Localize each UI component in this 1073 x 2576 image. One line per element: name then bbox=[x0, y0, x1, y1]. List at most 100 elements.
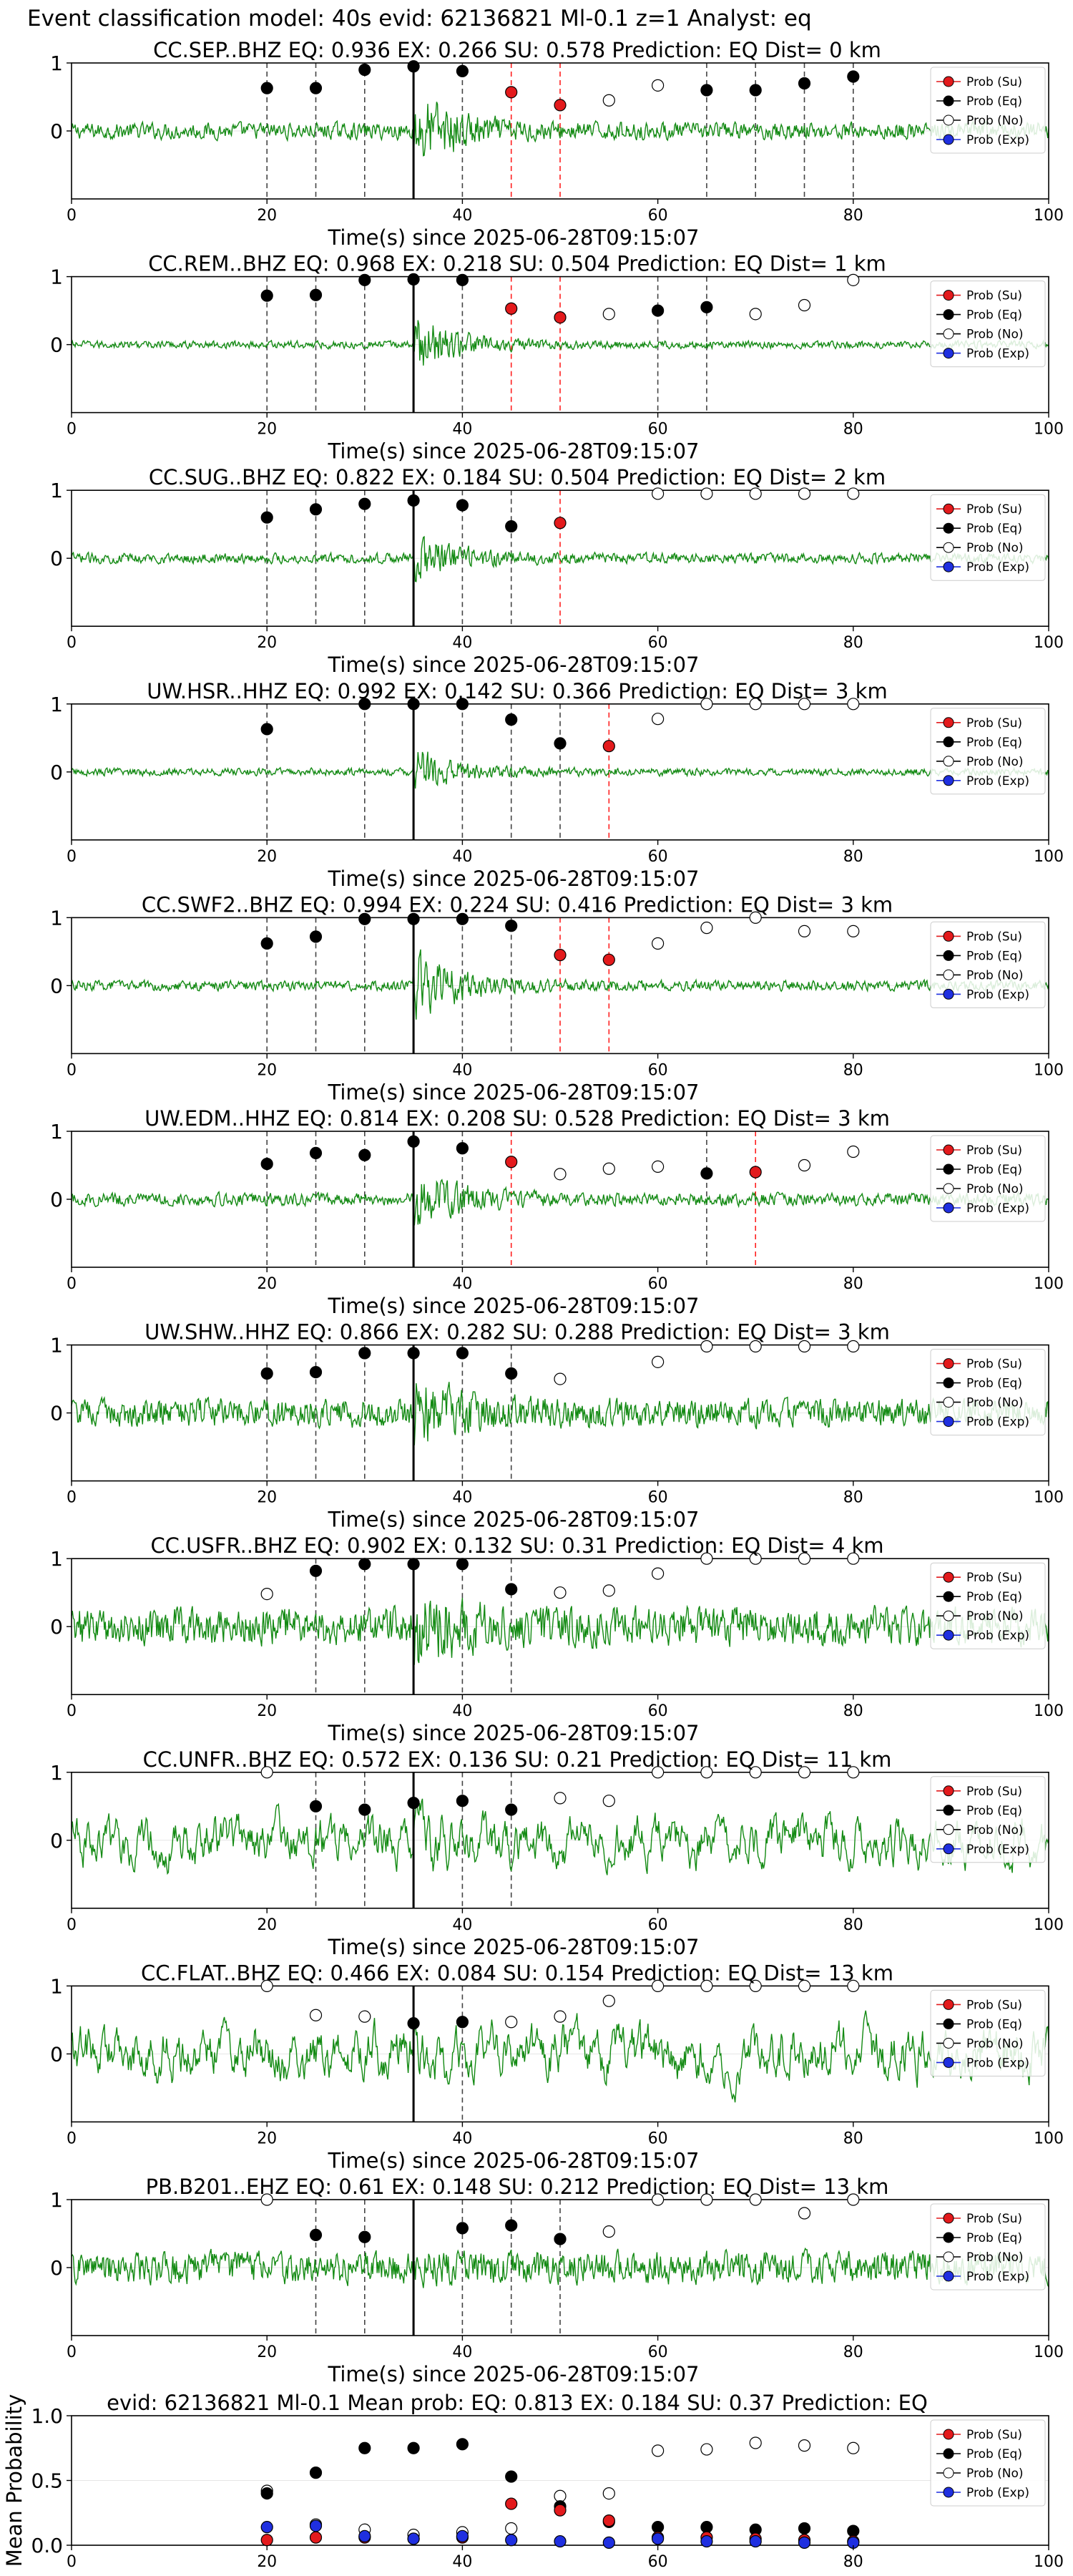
legend-label: Prob (Exp) bbox=[966, 1629, 1029, 1643]
x-axis-label: Time(s) since 2025-06-28T09:15:07 bbox=[328, 2148, 700, 2172]
legend-label: Prob (No) bbox=[966, 1609, 1024, 1624]
y-tick-label: 1 bbox=[50, 479, 63, 502]
y-tick-label: 0 bbox=[50, 2256, 63, 2280]
x-tick-label: 0 bbox=[67, 1489, 77, 1507]
prob-no-point bbox=[798, 1552, 811, 1565]
prob-no-point bbox=[798, 1979, 811, 1992]
legend-label: Prob (No) bbox=[966, 2250, 1024, 2265]
legend-label: Prob (Eq) bbox=[966, 522, 1022, 536]
y-tick-label: 0 bbox=[50, 2042, 63, 2066]
prob-no-point bbox=[847, 487, 860, 500]
prob-no-point bbox=[749, 911, 762, 924]
y-tick-label: 0 bbox=[50, 1615, 63, 1639]
y-tick-label: 0 bbox=[50, 1402, 63, 1425]
legend-label: Prob (Exp) bbox=[966, 2056, 1029, 2070]
station-panel: 0 20 40 60 80 100 1 0 CC.REM..BHZ EQ: 0.968 EX: … bbox=[50, 252, 1064, 464]
prob-no-point bbox=[651, 487, 665, 500]
prob-eq-point bbox=[358, 1347, 371, 1360]
x-tick-label: 80 bbox=[843, 1275, 863, 1293]
prob-eq-point bbox=[505, 1367, 518, 1380]
prob-no-point bbox=[798, 2207, 811, 2220]
prob-eq-point bbox=[407, 60, 420, 73]
prob-no-point bbox=[749, 1552, 762, 1565]
legend-label: Prob (Eq) bbox=[966, 2017, 1022, 2031]
x-axis-label: Time(s) since 2025-06-28T09:15:07 bbox=[328, 653, 700, 677]
prob-no-point bbox=[602, 1162, 615, 1175]
x-tick-label: 60 bbox=[648, 634, 668, 652]
legend-box bbox=[930, 1776, 1046, 1863]
x-tick-label: 20 bbox=[257, 1275, 277, 1293]
legend-label: Prob (Su) bbox=[966, 1998, 1022, 2012]
y-tick-label: 0 bbox=[50, 974, 63, 997]
prob-eq-point bbox=[260, 511, 273, 524]
x-tick-label: 100 bbox=[1034, 848, 1064, 866]
legend-label: Prob (No) bbox=[966, 541, 1024, 555]
mean-eq-point bbox=[798, 2522, 811, 2535]
mean-no-point bbox=[651, 2444, 665, 2457]
legend-marker bbox=[943, 2429, 954, 2440]
legend-marker bbox=[943, 2448, 954, 2459]
waveform-trace bbox=[71, 1798, 1049, 1875]
station-panel: 0 20 40 60 80 100 1 0 CC.FLAT..BHZ EQ: 0.466 EX:… bbox=[50, 1961, 1064, 2172]
legend-marker bbox=[943, 2232, 954, 2243]
prob-no-point bbox=[554, 1792, 567, 1805]
legend-marker bbox=[943, 1805, 954, 1816]
legend-label: Prob (Su) bbox=[966, 289, 1022, 303]
x-tick-label: 20 bbox=[257, 1061, 277, 1079]
mean-no-point bbox=[749, 2436, 762, 2449]
panel-title: CC.SUG..BHZ EQ: 0.822 EX: 0.184 SU: 0.50… bbox=[149, 465, 886, 489]
x-tick-label: 100 bbox=[1034, 2129, 1064, 2147]
legend-marker bbox=[943, 134, 954, 145]
prob-no-point bbox=[651, 79, 665, 92]
x-tick-label: 20 bbox=[257, 207, 277, 225]
x-tick-label: 60 bbox=[648, 848, 668, 866]
mean-exp-point bbox=[309, 2519, 323, 2532]
legend-marker bbox=[943, 736, 954, 748]
prob-no-point bbox=[749, 1766, 762, 1779]
prob-no-point bbox=[749, 698, 762, 711]
x-tick-label: 0 bbox=[67, 634, 77, 652]
legend-label: Prob (Su) bbox=[966, 2212, 1022, 2226]
panel-title: CC.UNFR..BHZ EQ: 0.572 EX: 0.136 SU: 0.2… bbox=[143, 1747, 892, 1772]
mean-exp-point bbox=[700, 2534, 713, 2548]
x-tick-label: 100 bbox=[1034, 1489, 1064, 1507]
prob-no-point bbox=[700, 698, 713, 711]
legend-marker bbox=[943, 522, 954, 534]
prob-no-point bbox=[651, 1766, 665, 1779]
prob-eq-point bbox=[700, 301, 713, 313]
mean-eq-point bbox=[505, 2470, 518, 2483]
prob-no-point bbox=[602, 94, 615, 107]
prob-no-point bbox=[554, 1372, 567, 1385]
x-tick-label: 60 bbox=[648, 1916, 668, 1934]
prob-no-point bbox=[651, 2193, 665, 2206]
x-tick-label: 100 bbox=[1034, 1275, 1064, 1293]
mean-eq-point bbox=[407, 2441, 420, 2454]
legend-marker bbox=[943, 2487, 954, 2498]
x-axis-label: Time(s) since 2025-06-28T09:15:07 bbox=[328, 1294, 700, 1318]
prob-no-point bbox=[700, 1766, 713, 1779]
prob-no-point bbox=[847, 1340, 860, 1353]
prob-no-point bbox=[847, 1766, 860, 1779]
x-tick-label: 80 bbox=[843, 2129, 863, 2147]
prob-eq-point bbox=[358, 698, 371, 711]
legend-label: Prob (Exp) bbox=[966, 2486, 1029, 2500]
legend-label: Prob (No) bbox=[966, 328, 1024, 342]
waveform-trace bbox=[71, 949, 1049, 1020]
legend-marker bbox=[943, 1785, 954, 1797]
y-tick-label: 1 bbox=[50, 1974, 63, 1998]
x-axis-label: Time(s) since 2025-06-28T09:15:07 bbox=[328, 1080, 700, 1104]
legend-marker bbox=[943, 1183, 954, 1194]
legend-marker bbox=[943, 1571, 954, 1583]
mean-su-point bbox=[602, 2514, 615, 2527]
legend-label: Prob (Su) bbox=[966, 716, 1022, 731]
legend-label: Prob (Su) bbox=[966, 75, 1022, 89]
y-tick-label: 1 bbox=[50, 265, 63, 289]
x-tick-label: 40 bbox=[452, 207, 472, 225]
x-tick-label: 80 bbox=[843, 2343, 863, 2361]
legend-label: Prob (Eq) bbox=[966, 1804, 1022, 1818]
legend-label: Prob (Eq) bbox=[966, 1590, 1022, 1604]
legend-label: Prob (Su) bbox=[966, 502, 1022, 517]
x-axis-label: Time(s) since 2025-06-28T09:15:07 bbox=[328, 439, 700, 464]
x-tick-label: 40 bbox=[452, 1489, 472, 1507]
legend-marker bbox=[943, 988, 954, 1000]
